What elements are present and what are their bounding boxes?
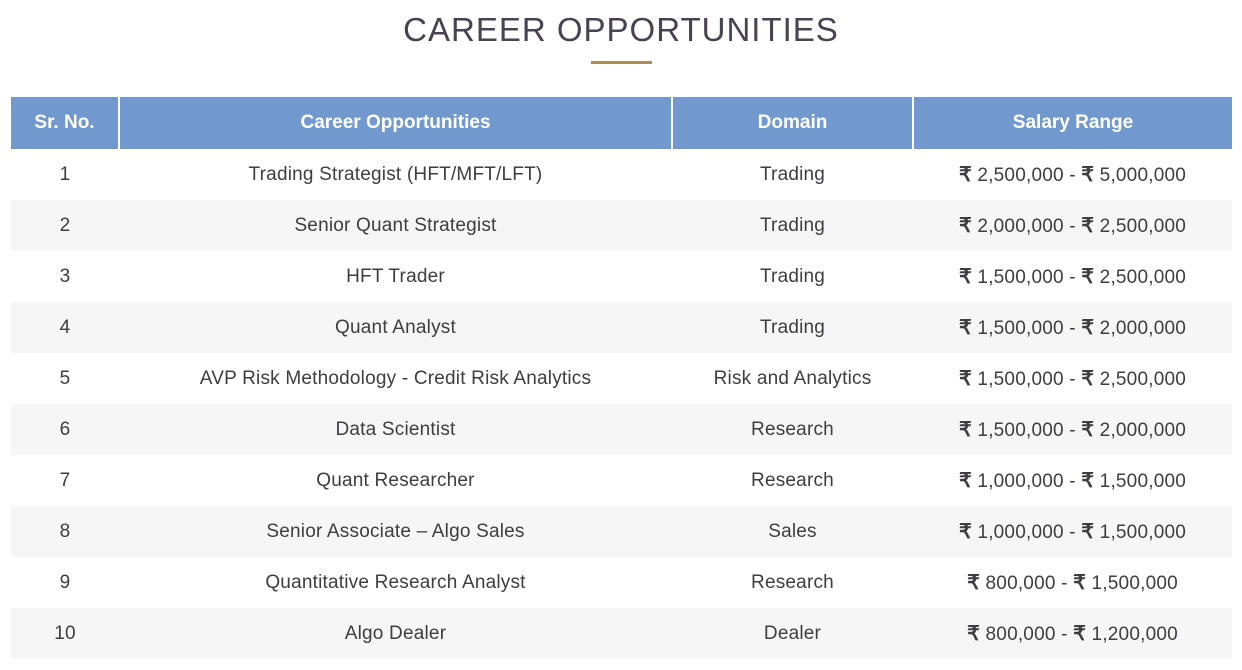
sr-no-cell: 2 <box>11 200 119 251</box>
salary-min: 1,500,000 <box>977 369 1064 390</box>
rupee-icon: ₹ <box>967 572 981 594</box>
salary-min: 800,000 <box>985 573 1056 594</box>
salary-min: 1,500,000 <box>977 420 1064 441</box>
rupee-icon: ₹ <box>959 164 972 186</box>
salary-max: 5,000,000 <box>1099 165 1186 186</box>
table-row: 5 AVP Risk Methodology - Credit Risk Anal… <box>11 353 1232 404</box>
rupee-icon: ₹ <box>959 368 972 390</box>
rupee-icon: ₹ <box>1081 419 1095 441</box>
career-cell: Quant Analyst <box>119 302 672 353</box>
career-cell: Data Scientist <box>119 404 672 455</box>
sr-no-cell: 4 <box>11 302 119 353</box>
title-underline <box>591 61 652 64</box>
salary-cell: ₹ 2,000,000 - ₹ 2,500,000 <box>913 200 1232 251</box>
domain-cell: Sales <box>672 506 913 557</box>
table-row: 7 Quant Researcher Research ₹ 1,000,000 - ₹… <box>11 455 1232 506</box>
rupee-icon: ₹ <box>1073 623 1087 645</box>
careers-table: Sr. No. Career Opportunities Domain Sala… <box>11 97 1232 659</box>
domain-cell: Trading <box>672 149 913 200</box>
rupee-icon: ₹ <box>1081 317 1095 339</box>
sr-no-cell: 9 <box>11 557 119 608</box>
header-sr-no: Sr. No. <box>11 97 120 149</box>
domain-cell: Research <box>672 455 913 506</box>
rupee-icon: ₹ <box>959 317 972 339</box>
salary-max: 1,200,000 <box>1091 624 1178 645</box>
salary-cell: ₹ 1,000,000 - ₹ 1,500,000 <box>913 455 1232 506</box>
salary-min: 1,500,000 <box>977 318 1064 339</box>
page-title: CAREER OPPORTUNITIES <box>403 11 839 48</box>
career-cell: Quantitative Research Analyst <box>119 557 672 608</box>
rupee-icon: ₹ <box>959 470 972 492</box>
career-cell: Trading Strategist (HFT/MFT/LFT) <box>119 149 672 200</box>
sr-no-cell: 5 <box>11 353 119 404</box>
sr-no-cell: 1 <box>11 149 119 200</box>
salary-min: 1,500,000 <box>977 267 1064 288</box>
career-cell: Senior Quant Strategist <box>119 200 672 251</box>
salary-min: 2,500,000 <box>977 165 1064 186</box>
domain-cell: Research <box>672 404 913 455</box>
salary-min: 2,000,000 <box>977 216 1064 237</box>
header-career-opportunities: Career Opportunities <box>119 97 673 149</box>
rupee-icon: ₹ <box>959 419 972 441</box>
rupee-icon: ₹ <box>959 521 972 543</box>
table-row: 6 Data Scientist Research ₹ 1,500,000 - ₹ 2… <box>11 404 1232 455</box>
salary-max: 2,000,000 <box>1099 420 1186 441</box>
rupee-icon: ₹ <box>1081 215 1095 237</box>
salary-cell: ₹ 2,500,000 - ₹ 5,000,000 <box>913 149 1232 200</box>
table-row: 4 Quant Analyst Trading ₹ 1,500,000 - ₹ 2,0… <box>11 302 1232 353</box>
rupee-icon: ₹ <box>1081 470 1095 492</box>
sr-no-cell: 7 <box>11 455 119 506</box>
header-domain: Domain <box>672 97 914 149</box>
salary-cell: ₹ 1,500,000 - ₹ 2,500,000 <box>913 251 1232 302</box>
domain-cell: Trading <box>672 302 913 353</box>
table-row: 3 HFT Trader Trading ₹ 1,500,000 - ₹ 2,500,… <box>11 251 1232 302</box>
table-row: 8 Senior Associate – Algo Sales Sales ₹ 1,0… <box>11 506 1232 557</box>
header-salary-range: Salary Range <box>913 97 1232 149</box>
rupee-icon: ₹ <box>1081 164 1095 186</box>
domain-cell: Research <box>672 557 913 608</box>
domain-cell: Risk and Analytics <box>672 353 913 404</box>
rupee-icon: ₹ <box>1073 572 1087 594</box>
domain-cell: Trading <box>672 200 913 251</box>
table-row: 10 Algo Dealer Dealer ₹ 800,000 - ₹ 1,200,0… <box>11 608 1232 659</box>
rupee-icon: ₹ <box>959 266 972 288</box>
salary-cell: ₹ 800,000 - ₹ 1,200,000 <box>913 608 1232 659</box>
salary-max: 2,000,000 <box>1099 318 1186 339</box>
rupee-icon: ₹ <box>1081 521 1095 543</box>
table-row: 9 Quantitative Research Analyst Research ₹ … <box>11 557 1232 608</box>
career-cell: Senior Associate – Algo Sales <box>119 506 672 557</box>
salary-max: 2,500,000 <box>1099 216 1186 237</box>
rupee-icon: ₹ <box>1081 266 1095 288</box>
career-cell: Algo Dealer <box>119 608 672 659</box>
table-header-row: Sr. No. Career Opportunities Domain Sala… <box>11 97 1232 149</box>
table-body: 1 Trading Strategist (HFT/MFT/LFT) Trading… <box>11 149 1232 659</box>
salary-cell: ₹ 1,500,000 - ₹ 2,000,000 <box>913 302 1232 353</box>
sr-no-cell: 3 <box>11 251 119 302</box>
salary-max: 1,500,000 <box>1091 573 1178 594</box>
salary-max: 2,500,000 <box>1099 369 1186 390</box>
salary-cell: ₹ 1,000,000 - ₹ 1,500,000 <box>913 506 1232 557</box>
sr-no-cell: 6 <box>11 404 119 455</box>
salary-cell: ₹ 1,500,000 - ₹ 2,000,000 <box>913 404 1232 455</box>
table-row: 1 Trading Strategist (HFT/MFT/LFT) Trading… <box>11 149 1232 200</box>
career-cell: AVP Risk Methodology - Credit Risk Analy… <box>119 353 672 404</box>
rupee-icon: ₹ <box>967 623 981 645</box>
domain-cell: Dealer <box>672 608 913 659</box>
salary-min: 800,000 <box>985 624 1056 645</box>
salary-cell: ₹ 1,500,000 - ₹ 2,500,000 <box>913 353 1232 404</box>
sr-no-cell: 8 <box>11 506 119 557</box>
salary-max: 2,500,000 <box>1099 267 1186 288</box>
salary-cell: ₹ 800,000 - ₹ 1,500,000 <box>913 557 1232 608</box>
rupee-icon: ₹ <box>1081 368 1095 390</box>
salary-min: 1,000,000 <box>977 522 1064 543</box>
sr-no-cell: 10 <box>11 608 119 659</box>
table-row: 2 Senior Quant Strategist Trading ₹ 2,000,0… <box>11 200 1232 251</box>
domain-cell: Trading <box>672 251 913 302</box>
career-cell: HFT Trader <box>119 251 672 302</box>
rupee-icon: ₹ <box>959 215 972 237</box>
salary-min: 1,000,000 <box>977 471 1064 492</box>
career-cell: Quant Researcher <box>119 455 672 506</box>
salary-max: 1,500,000 <box>1099 522 1186 543</box>
salary-max: 1,500,000 <box>1099 471 1186 492</box>
